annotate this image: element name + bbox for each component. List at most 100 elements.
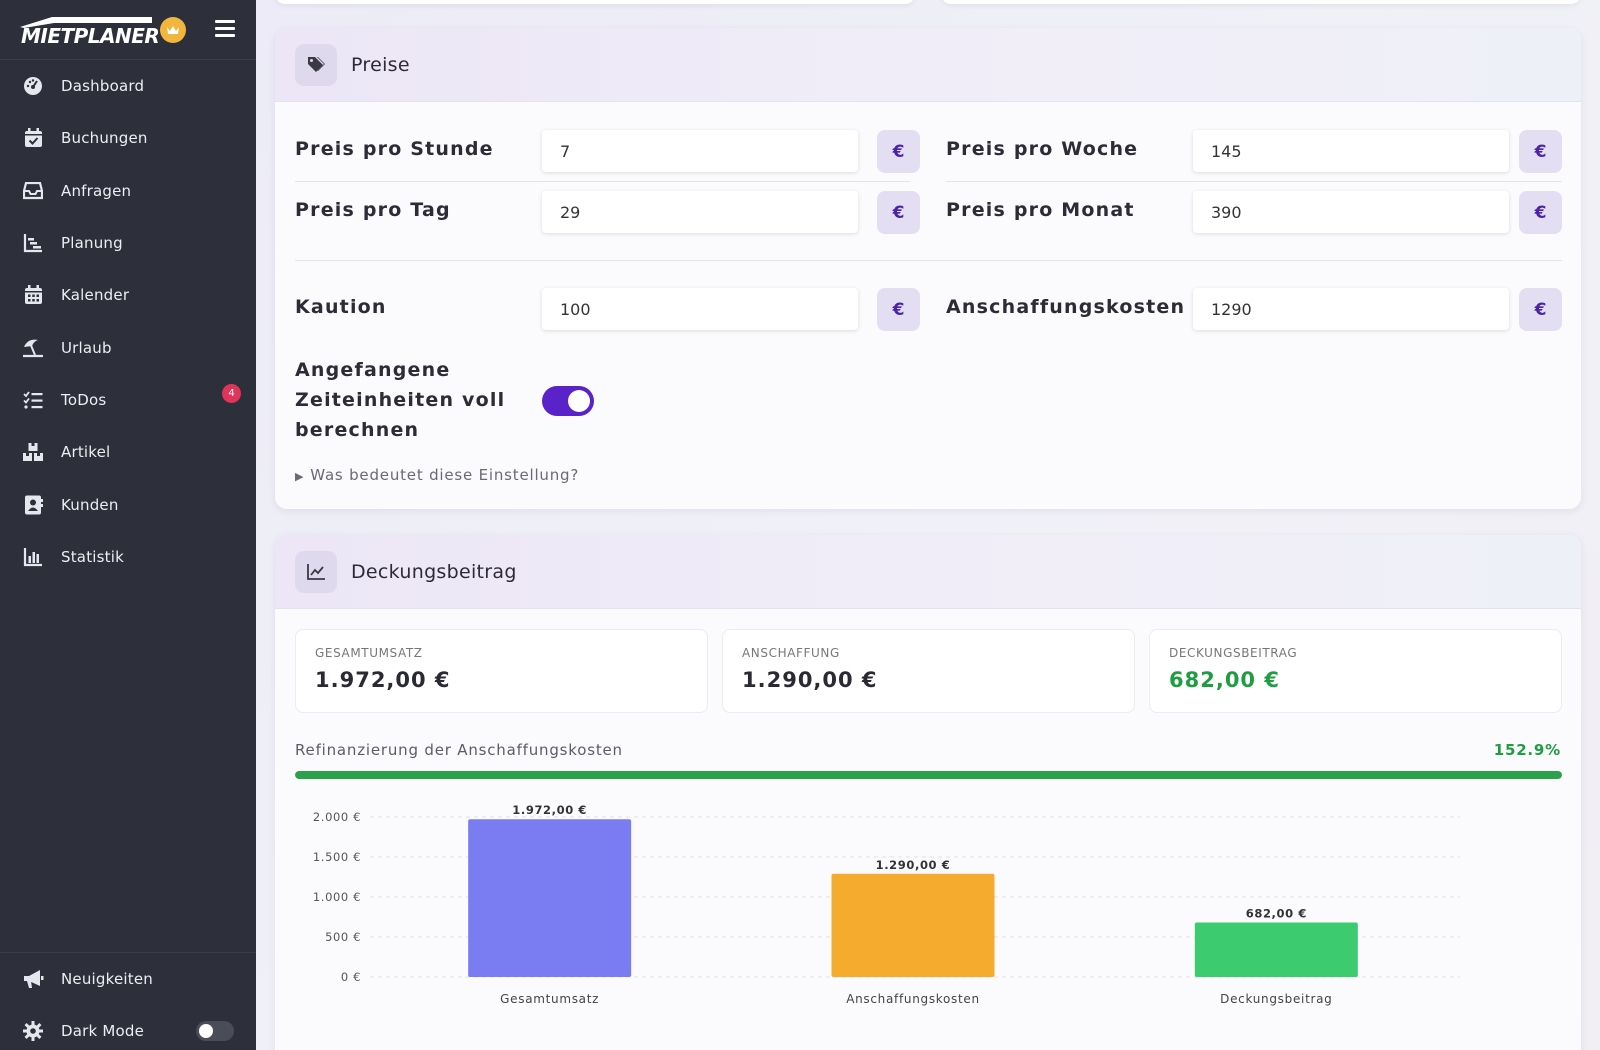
sidebar-item-label: Buchungen	[61, 129, 148, 148]
sidebar-item-planung[interactable]: Planung	[0, 217, 256, 269]
euro-addon: €	[877, 288, 920, 331]
x-tick-label: Deckungsbeitrag	[1220, 992, 1332, 1006]
toggle-label-line-3: berechnen	[295, 419, 420, 441]
main-content: Preise Preis pro Stunde € Preis pro Woch…	[256, 0, 1600, 1050]
preis-woche-label: Preis pro Woche	[946, 138, 1139, 160]
bar-value-label: 682,00 €	[1246, 906, 1307, 920]
progress-track	[295, 771, 1562, 779]
progress-percent: 152.9%	[1493, 741, 1561, 759]
y-tick-label: 500 €	[325, 930, 361, 944]
preis-woche-input[interactable]	[1193, 130, 1509, 172]
sidebar-item-anfragen[interactable]: Anfragen	[0, 165, 256, 217]
sidebar-item-label: Urlaub	[61, 338, 112, 357]
sidebar-item-label: ToDos	[61, 390, 107, 409]
card-stub-right	[941, 0, 1581, 4]
sidebar-item-label: Neuigkeiten	[61, 970, 154, 988]
roof-icon	[20, 16, 152, 28]
sidebar-item-label: Statistik	[61, 547, 124, 566]
preis-tag-input[interactable]	[542, 191, 858, 233]
stat-value: 1.290,00 €	[742, 668, 878, 692]
dark-mode-toggle[interactable]	[196, 1021, 234, 1041]
sidebar-item-label: Dashboard	[61, 77, 145, 96]
sidebar-item-dashboard[interactable]: Dashboard	[0, 60, 256, 112]
euro-addon: €	[1519, 191, 1562, 234]
y-tick-label: 1.000 €	[313, 890, 361, 904]
calendar-check-icon	[22, 127, 44, 149]
preise-card: Preise Preis pro Stunde € Preis pro Woch…	[275, 28, 1581, 509]
sidebar-item-label: Planung	[61, 234, 123, 253]
bar	[1194, 922, 1358, 977]
kaution-label: Kaution	[295, 296, 387, 318]
sidebar-item-todos[interactable]: ToDos 4	[0, 374, 256, 426]
y-tick-label: 1.500 €	[313, 850, 361, 864]
anschaffungskosten-input[interactable]	[1193, 288, 1509, 330]
sidebar-item-kunden[interactable]: Kunden	[0, 478, 256, 530]
logo-area: MIETPLANER	[0, 0, 256, 60]
inbox-icon	[22, 180, 44, 202]
x-tick-label: Gesamtumsatz	[500, 992, 599, 1006]
preis-stunde-input[interactable]	[542, 130, 858, 172]
euro-addon: €	[877, 191, 920, 234]
calendar-icon	[22, 284, 44, 306]
boxes-icon	[22, 441, 44, 463]
bar-value-label: 1.290,00 €	[876, 858, 951, 872]
umbrella-beach-icon	[22, 337, 44, 359]
preis-tag-label: Preis pro Tag	[295, 199, 451, 221]
sidebar-item-buchungen[interactable]: Buchungen	[0, 112, 256, 164]
crown-icon	[160, 17, 186, 43]
sidebar-item-neuigkeiten[interactable]: Neuigkeiten	[0, 953, 256, 1005]
sidebar-item-statistik[interactable]: Statistik	[0, 531, 256, 583]
kaution-input[interactable]	[542, 288, 858, 330]
stat-value: 682,00 €	[1169, 668, 1280, 692]
bar	[468, 819, 632, 977]
sidebar-item-urlaub[interactable]: Urlaub	[0, 321, 256, 373]
card-title: Deckungsbeitrag	[351, 560, 517, 583]
stat-anschaffung: ANSCHAFFUNG 1.290,00 €	[722, 629, 1135, 713]
hamburger-menu-icon[interactable]	[215, 20, 235, 38]
line-chart-icon	[295, 550, 337, 593]
card-stub-left	[275, 0, 915, 4]
sidebar-bottom: Neuigkeiten Dark Mode	[0, 952, 256, 1050]
stat-deckungsbeitrag: DECKUNGSBEITRAG 682,00 €	[1149, 629, 1562, 713]
y-tick-label: 2.000 €	[313, 810, 361, 824]
preis-stunde-label: Preis pro Stunde	[295, 138, 494, 160]
einstellung-details[interactable]: ▶ Was bedeutet diese Einstellung?	[295, 466, 579, 484]
euro-addon: €	[1519, 288, 1562, 331]
sidebar-item-artikel[interactable]: Artikel	[0, 426, 256, 478]
preis-monat-input[interactable]	[1193, 191, 1509, 233]
deckungsbeitrag-card: Deckungsbeitrag GESAMTUMSATZ 1.972,00 € …	[275, 535, 1581, 1050]
y-tick-label: 0 €	[341, 970, 361, 984]
row-divider	[295, 181, 910, 182]
sidebar-item-label: Kalender	[61, 286, 130, 305]
stat-caption: DECKUNGSBEITRAG	[1169, 646, 1298, 660]
progress-label: Refinanzierung der Anschaffungskosten	[295, 741, 623, 759]
tag-icon	[295, 43, 337, 86]
address-book-icon	[22, 494, 44, 516]
euro-addon: €	[1519, 130, 1562, 173]
bar-chart-icon	[22, 546, 44, 568]
deckungsbeitrag-chart: 0 € 500 € 1.000 € 1.500 € 2.000 € 1.972,00 € G…	[313, 803, 1460, 1006]
megaphone-icon	[22, 968, 44, 990]
toggle-label-line-2: Zeiteinheiten voll	[295, 389, 506, 411]
details-summary: Was bedeutet diese Einstellung?	[310, 466, 580, 484]
stat-gesamtumsatz: GESAMTUMSATZ 1.972,00 €	[295, 629, 708, 713]
progress-fill	[295, 771, 1562, 779]
gear-icon	[22, 1020, 44, 1042]
sidebar-item-label: Dark Mode	[61, 1022, 145, 1040]
sidebar-item-label: Kunden	[61, 495, 119, 514]
logo-text: MIETPLANER	[21, 23, 160, 48]
logo[interactable]: MIETPLANER	[18, 12, 160, 48]
todo-count-badge: 4	[222, 383, 241, 403]
deckungsbeitrag-header: Deckungsbeitrag	[275, 535, 1581, 609]
list-check-icon	[22, 389, 44, 411]
section-divider	[295, 260, 1562, 261]
stat-caption: ANSCHAFFUNG	[742, 646, 840, 660]
sidebar-item-label: Artikel	[61, 443, 111, 462]
zeiteinheiten-toggle[interactable]	[542, 386, 594, 416]
sidebar-item-kalender[interactable]: Kalender	[0, 269, 256, 321]
row-divider	[946, 181, 1562, 182]
stat-caption: GESAMTUMSATZ	[315, 646, 423, 660]
sidebar-item-dark-mode[interactable]: Dark Mode	[0, 1005, 256, 1050]
bar-value-label: 1.972,00 €	[512, 803, 587, 817]
anschaffungskosten-label: Anschaffungskosten	[946, 296, 1186, 318]
